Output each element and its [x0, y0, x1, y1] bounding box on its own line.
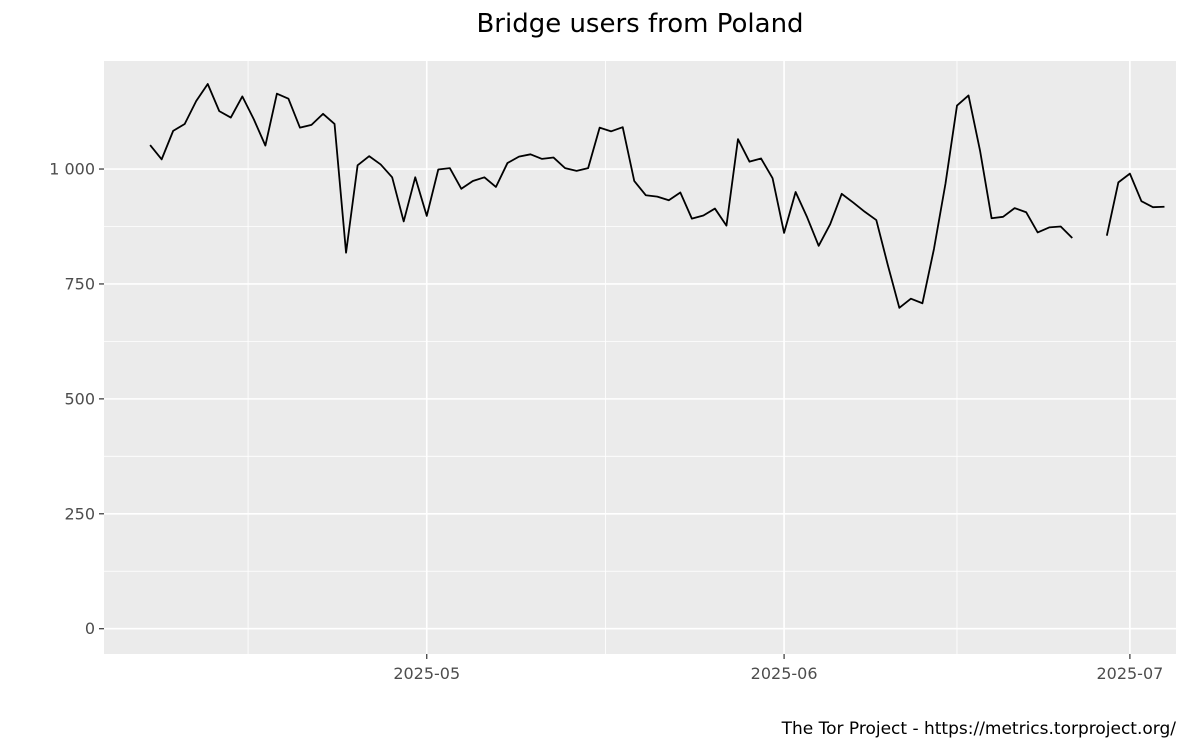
y-tick-label: 1 000 [49, 160, 95, 179]
series-line [149, 83, 1073, 309]
x-axis: 2025-05 2025-06 2025-07 [393, 654, 1163, 683]
plot-panel [104, 61, 1176, 654]
x-tick-label: 2025-06 [751, 664, 818, 683]
major-gridlines [104, 61, 1176, 654]
series-line [1105, 172, 1165, 236]
minor-gridlines [104, 61, 1176, 654]
series-layer [149, 83, 1165, 309]
y-tick-label: 0 [85, 619, 95, 638]
y-tick-label: 750 [64, 274, 95, 293]
caption: The Tor Project - https://metrics.torpro… [781, 719, 1177, 739]
y-tick-label: 500 [64, 389, 95, 408]
x-tick-label: 2025-05 [393, 664, 460, 683]
x-tick-label: 2025-07 [1096, 664, 1163, 683]
y-axis: 0 250 500 750 1 000 [49, 160, 104, 638]
chart-title: Bridge users from Poland [476, 9, 803, 39]
y-tick-label: 250 [64, 504, 95, 523]
